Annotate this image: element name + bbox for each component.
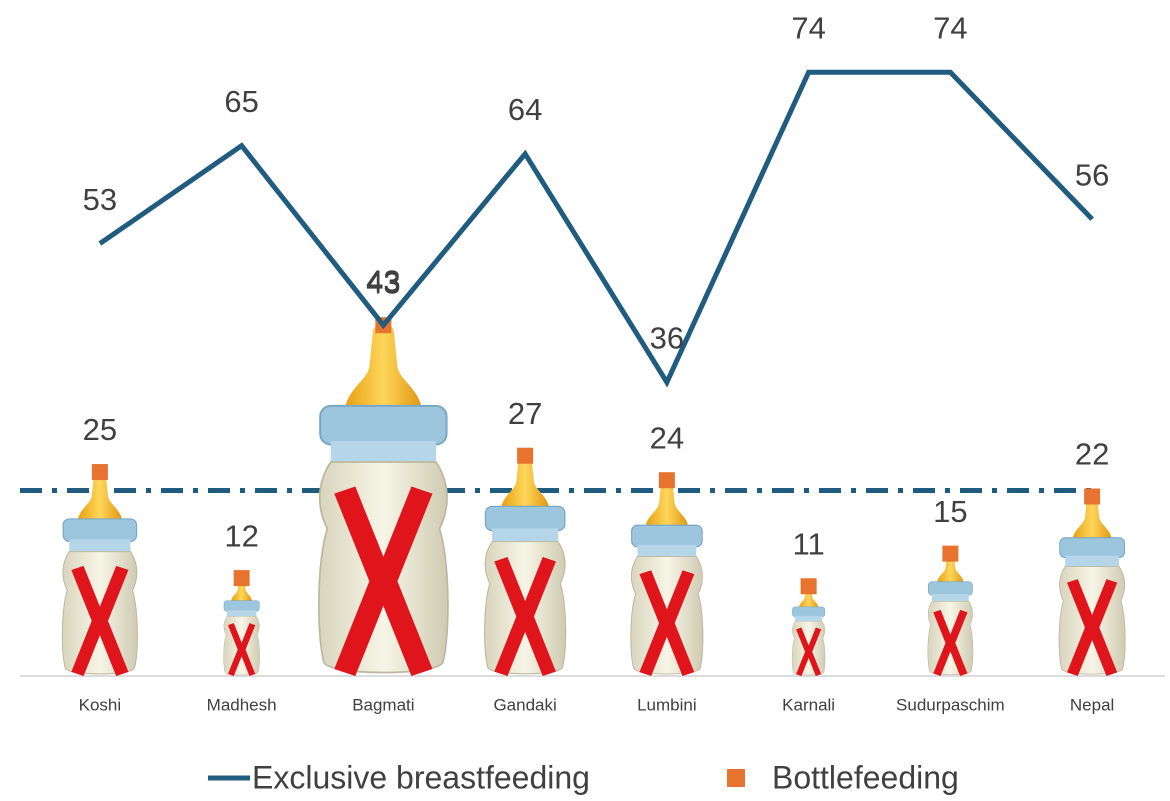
nipple <box>936 553 964 583</box>
cap <box>927 581 973 596</box>
bottle-icon <box>927 553 974 676</box>
bottle-icon <box>630 479 704 676</box>
bottle-icon <box>61 471 138 676</box>
neck <box>795 615 823 622</box>
cross <box>933 609 968 676</box>
marker <box>517 447 534 464</box>
x-tick-label: Sudurpaschim <box>896 695 1005 714</box>
x-tick-label: Nepal <box>1070 695 1114 714</box>
data-label: 36 <box>650 320 684 355</box>
cross <box>639 570 695 676</box>
marker <box>233 570 250 587</box>
marker <box>800 578 817 595</box>
neck <box>932 594 969 602</box>
data-label: 56 <box>1075 157 1109 192</box>
cap <box>62 518 138 542</box>
nipple <box>230 577 253 602</box>
marker <box>1084 488 1101 505</box>
nipple <box>77 471 123 521</box>
bottle-icon <box>223 577 260 676</box>
legend-label: Exclusive breastfeeding <box>252 759 590 795</box>
data-label: 22 <box>1075 437 1109 472</box>
cap <box>631 524 703 548</box>
data-label: 43 <box>366 265 400 300</box>
x-tick-label: Koshi <box>79 695 122 714</box>
data-label: 24 <box>650 420 684 455</box>
bottle-icon <box>1058 496 1126 676</box>
legend-marker <box>727 769 745 787</box>
data-label: 27 <box>508 396 542 431</box>
bottle-icon <box>484 455 567 676</box>
marker <box>658 472 675 489</box>
x-tick-label: Karnali <box>782 695 835 714</box>
neck <box>637 544 697 557</box>
nipple <box>798 586 819 608</box>
x-tick-label: Madhesh <box>207 695 277 714</box>
cross <box>71 565 129 676</box>
bottle-icon <box>791 586 826 676</box>
data-label: 53 <box>83 182 117 217</box>
cross <box>227 623 256 676</box>
nipple <box>500 455 550 509</box>
neck <box>1065 555 1120 567</box>
bottle-icon <box>317 324 449 676</box>
data-label: 15 <box>933 494 967 529</box>
marker <box>91 464 108 481</box>
cap <box>1059 537 1125 559</box>
cap <box>484 505 566 532</box>
data-label: 65 <box>224 84 258 119</box>
data-label: 11 <box>793 526 825 561</box>
data-label: 74 <box>933 10 967 45</box>
neck <box>492 528 559 542</box>
cap <box>319 404 448 446</box>
nipple <box>645 479 689 528</box>
marker <box>942 545 959 562</box>
legend-label: Bottlefeeding <box>772 759 959 795</box>
nipple <box>1072 496 1112 540</box>
cross <box>796 627 822 676</box>
x-tick-label: Gandaki <box>493 695 556 714</box>
x-tick-label: Lumbini <box>637 695 697 714</box>
neck <box>226 610 257 617</box>
data-label: 64 <box>508 92 542 127</box>
cross <box>494 557 556 676</box>
neck <box>69 539 131 552</box>
neck <box>330 440 436 463</box>
cap <box>792 606 826 618</box>
data-label: 74 <box>791 10 825 45</box>
nipple <box>344 324 422 410</box>
data-label: 43 <box>366 263 400 298</box>
cap <box>223 600 260 612</box>
data-label: 12 <box>224 518 258 553</box>
line <box>98 69 1094 388</box>
cross <box>334 486 433 676</box>
data-label: 25 <box>83 412 117 447</box>
x-tick-label: Bagmati <box>352 695 414 714</box>
cross <box>1066 579 1118 676</box>
